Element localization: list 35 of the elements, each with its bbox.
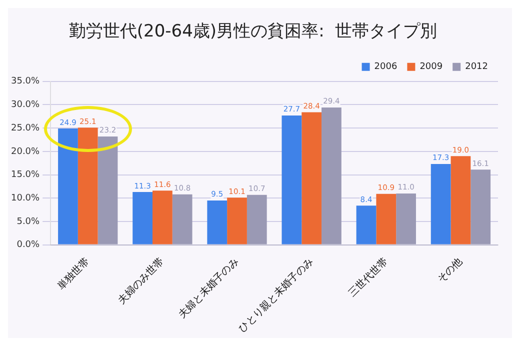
bar [322,108,342,244]
bar [246,194,267,244]
bar [78,128,98,244]
y-tick-label: 10.0% [10,193,40,204]
bar [152,190,172,244]
chart-title: 勤労世代(20-64歳)男性の貧困率: 世帯タイプ別 [68,22,438,42]
legend-label: 2012 [465,62,488,72]
bar [227,198,247,244]
bar [450,156,471,244]
bar [376,194,396,244]
bar [172,194,192,244]
y-tick-label: 5.0% [16,216,40,227]
legend-label: 2006 [374,62,398,72]
y-tick-label: 25.0% [10,123,40,134]
bar [282,115,302,244]
bar [396,193,416,244]
x-tick-label: 三世代世帯 [346,256,390,300]
bar [207,200,228,244]
y-tick-label: 30.0% [10,100,40,110]
bar [470,170,491,244]
legend-label: 2009 [420,62,443,72]
x-tick-label: 夫婦と未婚子のみ [176,256,241,321]
y-tick-label: 0.0% [16,240,40,250]
x-tick-label: 夫婦のみ世帯 [115,256,166,306]
y-tick-label: 20.0% [10,146,40,157]
bar [356,206,376,244]
x-tick-label: その他 [434,256,465,286]
y-tick-label: 15.0% [10,170,40,180]
x-tick-label: 単独世帯 [55,256,92,292]
bar [302,112,322,244]
bar [98,136,118,244]
bar [132,192,152,244]
bar [58,128,78,244]
y-tick-label: 35.0% [10,76,40,87]
bar [430,164,451,244]
